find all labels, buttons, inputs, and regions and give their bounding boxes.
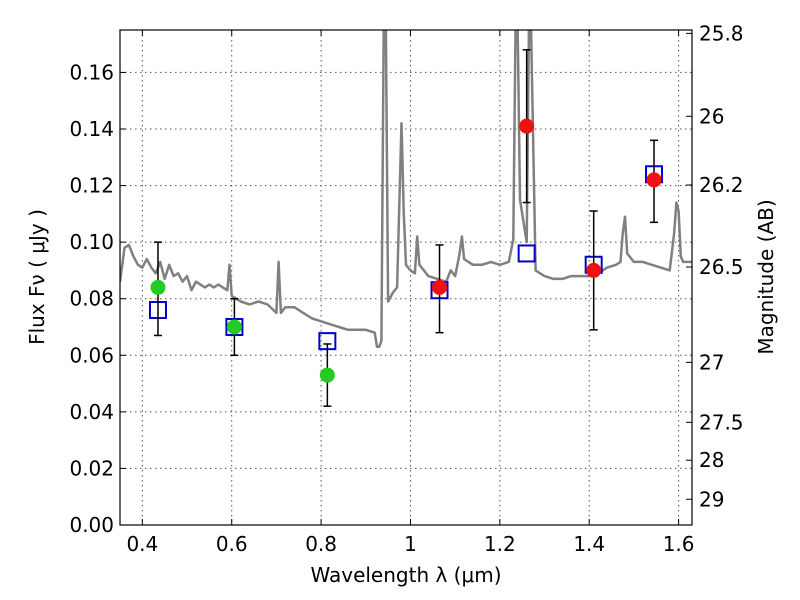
right-tick-label: 29 [699,487,724,511]
right-tick-label: 26.2 [699,173,744,197]
right-tick-label: 26.5 [699,255,744,279]
right-tick-label: 27.5 [699,410,744,434]
y-tick-label: 0.02 [69,456,114,480]
grid-lines [120,30,692,526]
y-tick-label: 0.14 [69,117,114,141]
x-tick-label: 1.2 [484,532,516,556]
y-tick-label: 0.00 [69,513,114,537]
model-square [517,244,536,263]
red-data-point [586,262,602,278]
green-data-point [319,367,335,383]
y-tick-label: 0.12 [69,174,114,198]
y-tick-label: 0.04 [69,400,114,424]
x-tick-label: 1.6 [663,532,695,556]
x-tick-label: 1 [404,532,417,556]
right-tick-label: 27 [699,350,724,374]
x-axis-label: Wavelength λ (μm) [310,563,501,587]
y-tick-label: 0.10 [69,230,114,254]
x-tick-label: 1.4 [573,532,605,556]
green-data-point [226,319,242,335]
y-axis-label: Flux Fν ( μJy ) [25,209,49,345]
y-tick-label: 0.16 [69,60,114,84]
plot-frame [119,29,693,526]
data-marks [148,49,664,407]
green-data-point [150,279,166,295]
model-spectrum-line [120,30,692,349]
red-data-point [519,118,535,134]
model-spectrum [120,30,692,349]
right-tick-label: 25.8 [699,21,744,45]
y-tick-label: 0.06 [69,343,114,367]
right-tick-label: 26 [699,104,724,128]
right-tick-label: 28 [699,448,724,472]
x-tick-label: 0.8 [305,532,337,556]
y-tick-label: 0.08 [69,287,114,311]
right-axis-label: Magnitude (AB) [754,199,778,354]
axis-ticks: 0.4 0.6 0.8 1 1.2 1.4 1.6 0.00 0.02 0.04 0.06 0.08 0… [69,21,743,556]
red-data-point [646,172,662,188]
x-tick-label: 0.4 [126,532,158,556]
x-tick-label: 0.6 [216,532,248,556]
red-data-point [432,279,448,295]
